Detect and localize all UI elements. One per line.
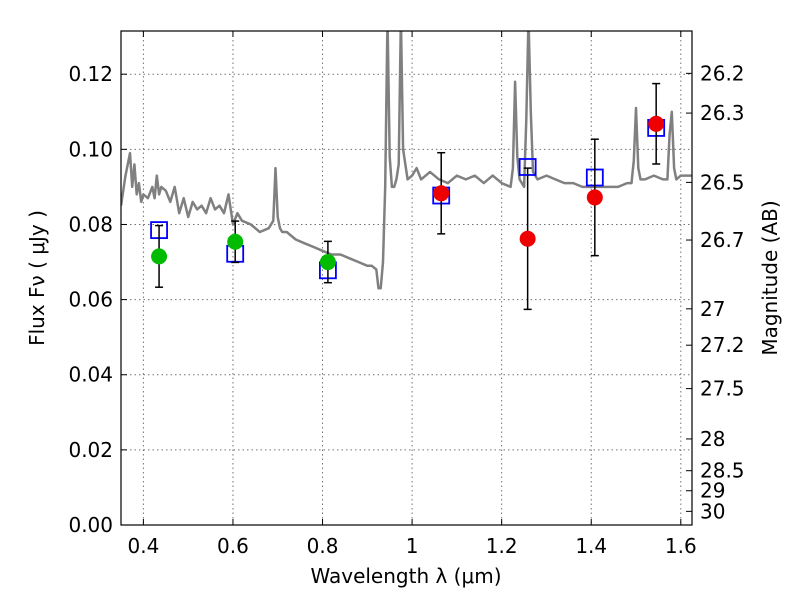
- y2-tick-label: 27.5: [700, 377, 745, 401]
- y2-tick-label: 26.5: [700, 170, 745, 194]
- observed-point: [586, 189, 603, 206]
- plot-frame: [120, 30, 693, 526]
- y2-tick-label: 26.7: [700, 228, 745, 252]
- y2-tick-label: 29: [700, 479, 725, 503]
- y-axis-flux: 0.00 0.02 0.04 0.06 0.08 0.10 0.12: [68, 62, 127, 537]
- y2-tick-label: 28: [700, 427, 725, 451]
- observed-point: [433, 185, 450, 202]
- y-tick-label: 0.10: [68, 137, 113, 161]
- y2-tick-label: 26.2: [700, 61, 745, 85]
- y-tick-label: 0.00: [68, 513, 113, 537]
- y-tick-label: 0.06: [68, 288, 113, 312]
- y-tick-label: 0.12: [68, 62, 113, 86]
- observed-point: [319, 254, 336, 271]
- y2-tick-label: 27.2: [700, 333, 745, 357]
- x-tick-label: 0.6: [217, 534, 249, 558]
- x-tick-label: 1.2: [486, 534, 518, 558]
- grid: [121, 31, 692, 526]
- y2-tick-label: 28.5: [700, 459, 745, 483]
- x-axis: 0.4 0.6 0.8 1 1.2 1.4 1.6: [127, 31, 697, 558]
- observed-point: [519, 230, 536, 247]
- x-tick-label: 1.6: [665, 534, 697, 558]
- y2-axis-title: Magnitude (AB): [758, 200, 782, 355]
- x-axis-title: Wavelength λ (μm): [310, 564, 501, 588]
- spectrum-line: [121, 31, 692, 290]
- observed-point: [648, 115, 665, 132]
- y-tick-label: 0.04: [68, 363, 113, 387]
- series: [121, 31, 692, 290]
- observed-point: [227, 233, 244, 250]
- y-tick-label: 0.02: [68, 438, 113, 462]
- x-tick-label: 1.4: [575, 534, 607, 558]
- y2-tick-label: 26.3: [700, 101, 745, 125]
- y2-tick-label: 30: [700, 499, 725, 523]
- y-axis-title: Flux Fν ( μJy ): [25, 210, 49, 346]
- x-tick-label: 0.4: [127, 534, 159, 558]
- x-tick-label: 0.8: [307, 534, 339, 558]
- y2-tick-label: 27: [700, 297, 725, 321]
- observed-point: [151, 248, 168, 265]
- y-tick-label: 0.08: [68, 212, 113, 236]
- markers: [150, 82, 666, 311]
- x-tick-label: 1: [406, 534, 419, 558]
